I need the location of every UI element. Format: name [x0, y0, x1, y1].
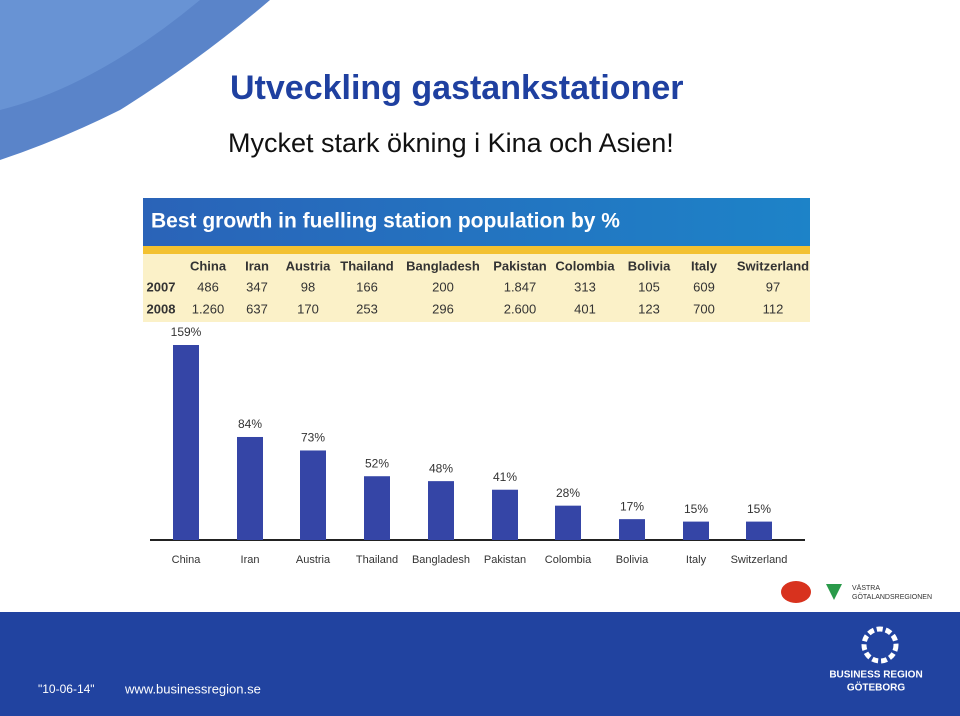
x-tick-label: Bangladesh	[412, 554, 470, 566]
data-label: 41%	[493, 470, 517, 484]
table-cell: 166	[356, 279, 378, 294]
bar	[555, 505, 581, 540]
footer-band	[0, 612, 960, 716]
table-cell: 401	[574, 301, 596, 316]
table-row-label: 2007	[147, 279, 176, 294]
table-header-cell: Switzerland	[737, 258, 809, 273]
bar	[300, 450, 326, 540]
table-cell: 313	[574, 279, 596, 294]
table-cell: 170	[297, 301, 319, 316]
table-cell: 609	[693, 279, 715, 294]
table-cell: 253	[356, 301, 378, 316]
table-row-label: 2008	[147, 301, 176, 316]
table-cell: 97	[766, 279, 780, 294]
chart-header	[143, 198, 810, 246]
data-label: 15%	[747, 502, 771, 516]
header-stripe	[143, 246, 810, 254]
table-header-cell: China	[190, 258, 227, 273]
data-label: 17%	[620, 499, 644, 513]
table-cell: 486	[197, 279, 219, 294]
x-tick-label: Iran	[241, 554, 260, 566]
table-cell: 105	[638, 279, 660, 294]
x-tick-label: Pakistan	[484, 554, 526, 566]
partner-logo-a	[781, 581, 811, 603]
bar	[492, 489, 518, 540]
table-cell: 2.600	[504, 301, 537, 316]
logo-mark	[861, 626, 899, 664]
table-header-cell: Pakistan	[493, 258, 547, 273]
table-cell: 1.260	[192, 301, 225, 316]
table-cell: 700	[693, 301, 715, 316]
bar	[173, 345, 199, 540]
chart-title: Best growth in fuelling station populati…	[151, 210, 620, 233]
bar	[364, 476, 390, 540]
table-header-cell: Bolivia	[628, 258, 671, 273]
table-header-cell: Thailand	[340, 258, 394, 273]
bar	[746, 521, 772, 540]
table-cell: 347	[246, 279, 268, 294]
table-cell: 637	[246, 301, 268, 316]
partner-logo-b	[826, 584, 842, 600]
logo-line2: GÖTEBORG	[847, 681, 906, 694]
logo-line1: BUSINESS REGION	[829, 670, 922, 681]
partner-line2: GÖTALANDSREGIONEN	[852, 593, 932, 601]
slide-subtitle: Mycket stark ökning i Kina och Asien!	[228, 128, 674, 158]
table-cell: 98	[301, 279, 315, 294]
data-label: 48%	[429, 461, 453, 475]
bar	[619, 519, 645, 540]
data-label: 52%	[365, 456, 389, 470]
partner-line1: VÄSTRA	[852, 584, 880, 592]
data-label: 84%	[238, 417, 262, 431]
bar	[237, 436, 263, 540]
x-tick-label: Italy	[686, 554, 707, 566]
table-header-cell: Italy	[691, 258, 718, 273]
slide-title: Utveckling gastankstationer	[230, 69, 683, 107]
table-cell: 200	[432, 279, 454, 294]
table-bg	[143, 254, 810, 322]
data-label: 159%	[171, 325, 202, 339]
x-tick-label: Colombia	[545, 554, 592, 566]
bar	[683, 521, 709, 540]
table-header-cell: Austria	[286, 258, 332, 273]
x-tick-label: Thailand	[356, 554, 398, 566]
data-label: 15%	[684, 502, 708, 516]
bar	[428, 481, 454, 540]
footer-url: www.businessregion.se	[124, 681, 261, 696]
data-label: 73%	[301, 431, 325, 445]
x-tick-label: Bolivia	[616, 554, 649, 566]
x-tick-label: China	[172, 554, 202, 566]
corner-graphic	[0, 0, 270, 160]
table-header-cell: Colombia	[555, 258, 615, 273]
footer-date: "10-06-14"	[38, 682, 95, 696]
x-tick-label: Switzerland	[731, 554, 788, 566]
table-cell: 296	[432, 301, 454, 316]
table-cell: 112	[763, 301, 784, 316]
table-header-cell: Bangladesh	[406, 258, 480, 273]
table-cell: 1.847	[504, 279, 537, 294]
table-cell: 123	[638, 301, 660, 316]
data-label: 28%	[556, 486, 580, 500]
x-tick-label: Austria	[296, 554, 331, 566]
table-header-cell: Iran	[245, 258, 269, 273]
